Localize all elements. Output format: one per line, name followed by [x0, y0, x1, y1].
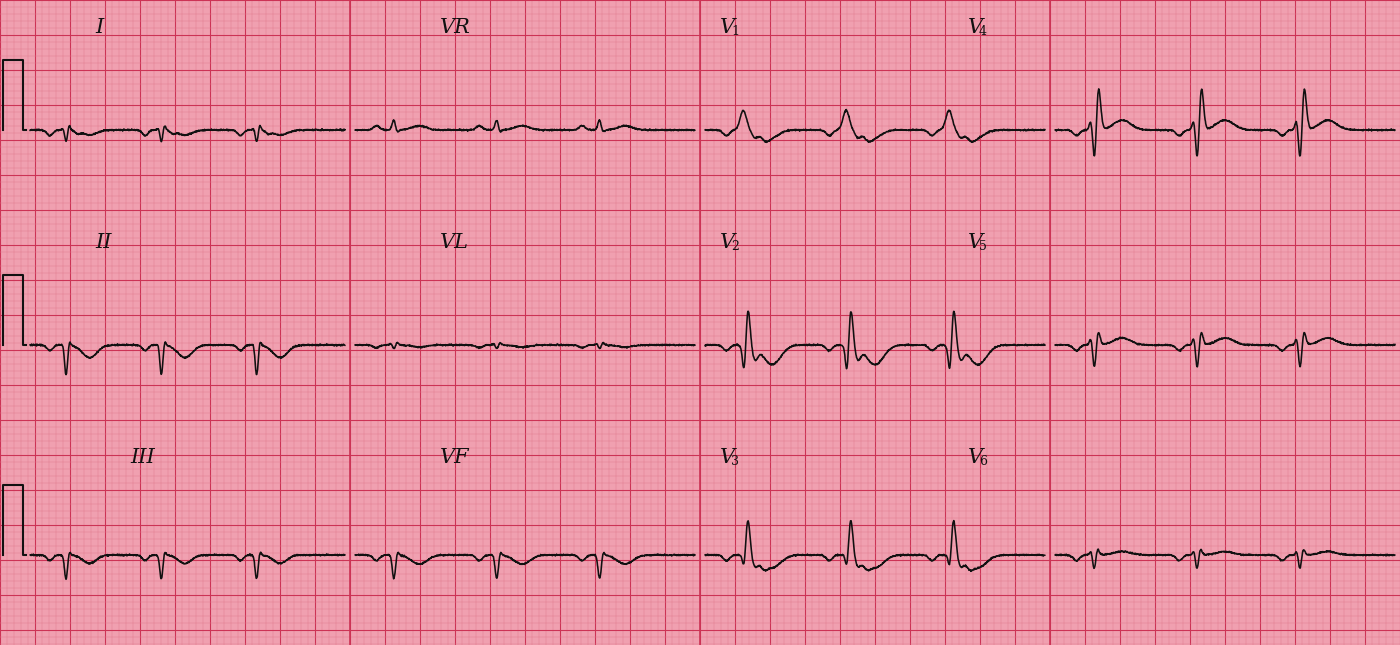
Text: 4: 4	[979, 25, 987, 38]
Text: 1: 1	[731, 25, 739, 38]
Text: III: III	[130, 448, 155, 467]
Text: V: V	[967, 18, 983, 37]
Text: II: II	[95, 233, 112, 252]
Text: 5: 5	[979, 240, 987, 253]
Text: 6: 6	[979, 455, 987, 468]
Text: V: V	[967, 448, 983, 467]
Text: VR: VR	[440, 18, 470, 37]
Text: V: V	[720, 448, 735, 467]
Text: VF: VF	[440, 448, 469, 467]
Text: V: V	[720, 233, 735, 252]
Text: V: V	[720, 18, 735, 37]
Text: V: V	[967, 233, 983, 252]
Text: I: I	[95, 18, 104, 37]
Text: 3: 3	[731, 455, 739, 468]
Text: VL: VL	[440, 233, 469, 252]
Text: 2: 2	[731, 240, 739, 253]
